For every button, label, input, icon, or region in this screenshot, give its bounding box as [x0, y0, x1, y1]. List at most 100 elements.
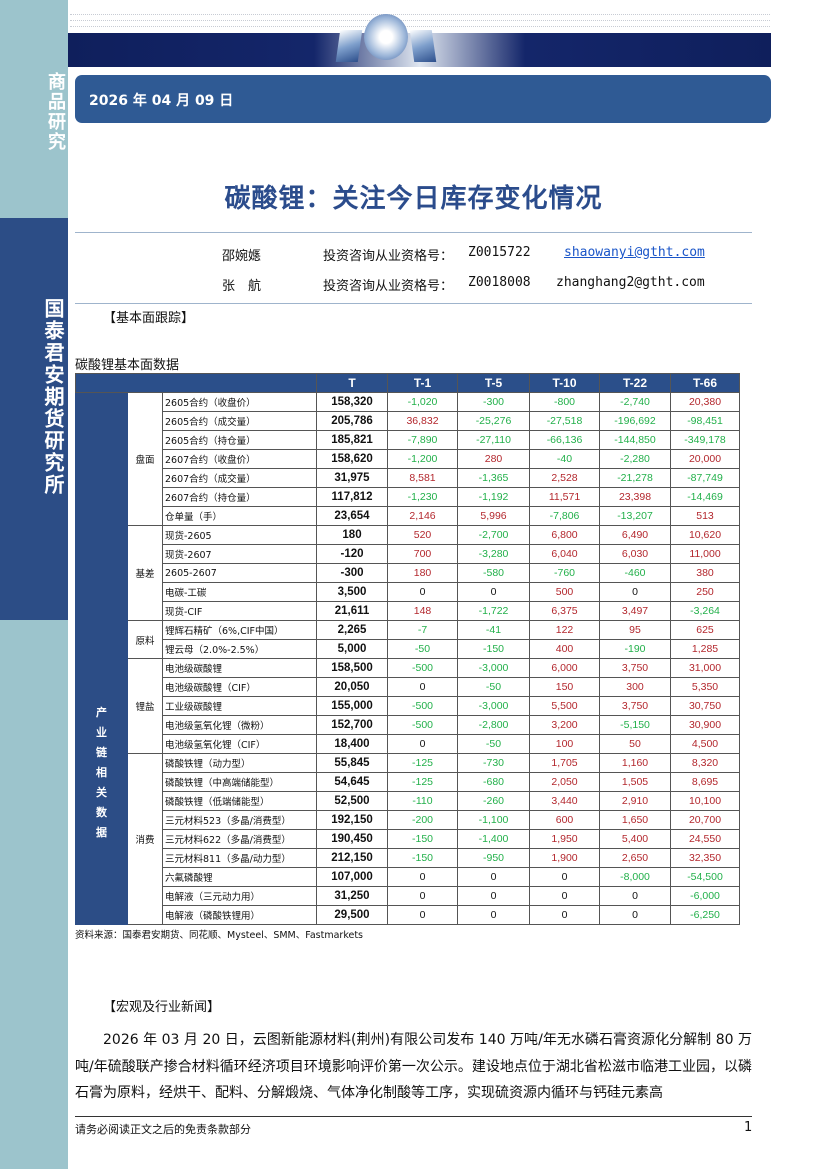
column-header: T-66 — [670, 373, 740, 393]
table-row: 电池级碳酸锂（CIF） 20,050 0 -50 150 300 5,350 — [76, 677, 740, 697]
change-T-22: -21,278 — [599, 468, 671, 488]
table-row: 工业级碳酸锂 155,000 -500 -3,000 5,500 3,750 30,750 — [76, 696, 740, 716]
change-T-22: 3,750 — [599, 696, 671, 716]
change-T-66: 10,620 — [670, 525, 740, 545]
row-label: 三元材料523（多晶/消费型） — [162, 810, 317, 830]
group-label: 锂盐 — [127, 658, 163, 754]
change-T-5: -1,100 — [457, 810, 530, 830]
change-T-10: 11,571 — [529, 487, 600, 507]
value-T: 192,150 — [316, 810, 388, 830]
row-label: 磷酸铁锂（低端储能型） — [162, 791, 317, 811]
change-T-1: 0 — [387, 867, 458, 887]
fundamentals-table: T T-1 T-5 T-10 T-22 T-66 盘面 2605合约（收盘价） 158,320… — [75, 373, 740, 925]
change-T-22: 95 — [599, 620, 671, 640]
table-row: 磷酸铁锂（低端储能型） 52,500 -110 -260 3,440 2,910 10,10… — [76, 791, 740, 811]
author-email-link[interactable]: shaowanyi@gtht.com — [564, 245, 705, 260]
date-bar: 2026 年 04 月 09 日 — [75, 75, 771, 123]
table-header-row: T T-1 T-5 T-10 T-22 T-66 — [75, 373, 740, 393]
change-T-5: -41 — [457, 620, 530, 640]
page-number: 1 — [744, 1120, 753, 1135]
value-T: -120 — [316, 544, 388, 564]
change-T-22: -8,000 — [599, 867, 671, 887]
sidebar-top-label: 商品研究 — [45, 72, 66, 152]
sidebar-org-label: 国泰君安期货研究所 — [41, 298, 65, 496]
change-T-1: 2,146 — [387, 506, 458, 526]
author-email: zhanghang2@gtht.com — [556, 275, 705, 290]
change-T-66: -87,749 — [670, 468, 740, 488]
row-label: 电池级碳酸锂（CIF） — [162, 677, 317, 697]
change-T-10: 1,900 — [529, 848, 600, 868]
row-label: 电解液（三元动力用） — [162, 886, 317, 906]
change-T-66: -6,000 — [670, 886, 740, 906]
column-header: T-1 — [387, 373, 458, 393]
value-T: 190,450 — [316, 829, 388, 849]
table-row: 盘面 2605合约（收盘价） 158,320 -1,020 -300 -800 -2,740… — [75, 392, 740, 621]
change-T-1: -1,200 — [387, 449, 458, 469]
change-T-66: -98,451 — [670, 411, 740, 431]
footer-divider — [75, 1116, 752, 1117]
change-T-1: 148 — [387, 601, 458, 621]
row-label: 2607合约（持仓量） — [162, 487, 317, 507]
change-T-10: 500 — [529, 582, 600, 602]
table-row: 三元材料523（多晶/消费型） 192,150 -200 -1,100 600 1,650… — [76, 810, 740, 830]
change-T-10: 6,000 — [529, 658, 600, 678]
outer-group-label: 产业链相关数据 — [75, 620, 128, 925]
value-T: 155,000 — [316, 696, 388, 716]
change-T-1: -50 — [387, 639, 458, 659]
row-label: 2607合约（收盘价） — [162, 449, 317, 469]
change-T-1: -150 — [387, 848, 458, 868]
row-label: 2605合约（持仓量） — [162, 430, 317, 450]
change-T-10: 1,705 — [529, 753, 600, 773]
change-T-66: 11,000 — [670, 544, 740, 564]
change-T-1: 0 — [387, 886, 458, 906]
change-T-66: 4,500 — [670, 734, 740, 754]
change-T-22: 1,650 — [599, 810, 671, 830]
change-T-22: 1,505 — [599, 772, 671, 792]
change-T-10: 122 — [529, 620, 600, 640]
change-T-66: 380 — [670, 563, 740, 583]
divider — [75, 232, 752, 233]
table-row: 2605-2607 -300 180 -580 -760 -460 380 — [76, 563, 740, 583]
row-label: 2605-2607 — [162, 563, 317, 583]
change-T-66: 625 — [670, 620, 740, 640]
header-blank — [75, 373, 317, 393]
change-T-66: -349,178 — [670, 430, 740, 450]
change-T-66: 20,000 — [670, 449, 740, 469]
change-T-22: 50 — [599, 734, 671, 754]
value-T: 158,320 — [316, 392, 388, 412]
change-T-1: 0 — [387, 905, 458, 925]
change-T-22: -2,280 — [599, 449, 671, 469]
change-T-1: 520 — [387, 525, 458, 545]
table-row: 锂盐 电池级碳酸锂 158,500 -500 -3,000 6,000 3,750 31,00… — [76, 658, 740, 754]
change-T-5: 280 — [457, 449, 530, 469]
value-T: 2,265 — [316, 620, 388, 640]
change-T-66: 5,350 — [670, 677, 740, 697]
change-T-5: -950 — [457, 848, 530, 868]
change-T-66: 513 — [670, 506, 740, 526]
diamond-logo-icon — [364, 14, 408, 60]
row-label: 电池级氢氧化锂（微粉） — [162, 715, 317, 735]
change-T-22: -144,850 — [599, 430, 671, 450]
table-row: 电池级氢氧化锂（微粉） 152,700 -500 -2,800 3,200 -5,150 3… — [76, 715, 740, 735]
change-T-1: -110 — [387, 791, 458, 811]
change-T-22: 23,398 — [599, 487, 671, 507]
row-label: 工业级碳酸锂 — [162, 696, 317, 716]
change-T-66: 30,750 — [670, 696, 740, 716]
value-T: 31,975 — [316, 468, 388, 488]
table-row: 电解液（三元动力用） 31,250 0 0 0 0 -6,000 — [76, 886, 740, 906]
change-T-1: -7 — [387, 620, 458, 640]
change-T-22: -2,740 — [599, 392, 671, 412]
dotted-divider — [70, 26, 770, 27]
change-T-66: 20,380 — [670, 392, 740, 412]
change-T-10: 400 — [529, 639, 600, 659]
change-T-66: 10,100 — [670, 791, 740, 811]
change-T-22: -13,207 — [599, 506, 671, 526]
author-cert: Z0015722 — [468, 245, 531, 260]
row-label: 现货-2605 — [162, 525, 317, 545]
change-T-22: 3,750 — [599, 658, 671, 678]
change-T-5: -300 — [457, 392, 530, 412]
change-T-5: -2,800 — [457, 715, 530, 735]
table-row: 电解液（磷酸铁锂用） 29,500 0 0 0 0 -6,250 — [76, 905, 740, 925]
row-label: 磷酸铁锂（中高端储能型） — [162, 772, 317, 792]
column-header: T-10 — [529, 373, 600, 393]
